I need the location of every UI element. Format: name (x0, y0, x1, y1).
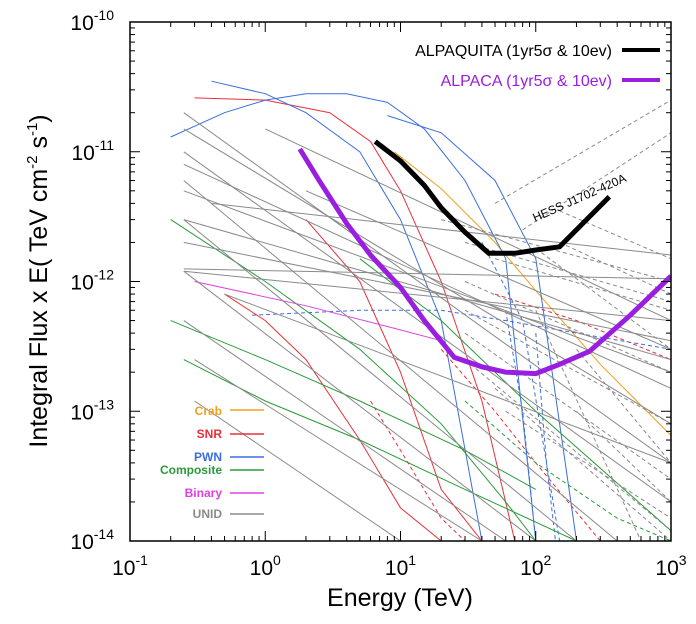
source-line-crab (393, 151, 671, 436)
y-tick-labels: 10-14 10-13 10-12 10-11 10-10 (70, 7, 114, 554)
source-line-unid (265, 128, 671, 322)
category-label-crab: Crab (195, 404, 222, 418)
source-line-unid (183, 270, 537, 541)
source-line-snr (224, 293, 465, 541)
source-line-unid (522, 132, 671, 231)
source-line-unid (535, 247, 671, 350)
x-tick-label: 102 (520, 552, 551, 580)
source-line-pwn (535, 333, 556, 541)
category-label-binary: Binary (185, 486, 223, 500)
series-line-alpaquita (373, 139, 612, 256)
source-line-unid (194, 359, 483, 541)
category-legend: Crab SNR PWN Composite Binary UNID (160, 404, 264, 521)
category-label-composite: Composite (160, 463, 222, 477)
source-line-pwn (387, 115, 577, 541)
source-line-unid (576, 410, 671, 503)
source-line-unid (494, 258, 671, 311)
source-line-composite (170, 219, 537, 541)
source-line-composite (464, 400, 671, 541)
source-line-unid (183, 268, 671, 280)
source-line-pwn (481, 242, 561, 541)
series-line-alpaca (297, 147, 671, 377)
y-axis-title: Integral Flux x E( TeV cm-2 s-1) (24, 114, 53, 447)
source-line-unid (576, 348, 671, 464)
y-tick-label: 10-12 (70, 267, 114, 295)
source-line-pwn (505, 310, 537, 541)
y-tick-label: 10-13 (70, 396, 114, 424)
x-tick-labels: 10-1 100 101 102 103 (112, 552, 687, 580)
source-line-unid (441, 219, 671, 282)
legend: ALPAQUITA (1yr5σ & 10ev) ALPACA (1yr5σ &… (415, 43, 660, 90)
category-label-snr: SNR (197, 427, 223, 441)
category-label-unid: UNID (193, 507, 223, 521)
source-line-unid (183, 219, 577, 541)
source-spectra (170, 80, 671, 541)
source-line-unid (183, 219, 671, 361)
legend-label-alpaca: ALPACA (1yr5σ & 10ev) (441, 73, 612, 90)
sensitivity-curves (297, 139, 671, 377)
x-axis-title: Energy (TeV) (327, 584, 473, 612)
legend-label-alpaquita: ALPAQUITA (1yr5σ & 10ev) (415, 43, 612, 60)
source-line-unid (183, 270, 671, 322)
source-line-unid (224, 293, 671, 464)
source-line-unid (183, 190, 671, 373)
source-line-pwn (252, 309, 671, 350)
annotation-hess-j1702: HESS J1702-420A (531, 171, 629, 225)
source-line-snr (494, 293, 671, 361)
source-line-snr (440, 348, 671, 541)
y-tick-label: 10-11 (71, 137, 114, 165)
source-line-unid (305, 190, 671, 350)
source-line-unid (194, 400, 401, 541)
source-line-pwn (170, 93, 537, 541)
source-line-snr (194, 97, 516, 541)
category-label-pwn: PWN (194, 450, 222, 464)
source-line-unid (494, 99, 671, 204)
source-line-unid (183, 320, 506, 541)
source-line-composite (170, 320, 537, 490)
source-line-unid (464, 281, 671, 373)
source-line-unid (559, 210, 671, 260)
x-tick-label: 101 (385, 552, 416, 580)
source-line-unid (535, 310, 642, 541)
source-line-unid (559, 241, 671, 295)
source-line-unid (183, 241, 671, 342)
x-tick-label: 10-1 (112, 552, 148, 580)
source-line-unid (505, 410, 671, 519)
source-line-unid (464, 359, 671, 532)
y-tick-label: 10-14 (70, 526, 114, 554)
axis-ticks (129, 22, 671, 542)
source-line-unid (211, 202, 671, 256)
x-tick-label: 103 (655, 552, 686, 580)
source-line-unid (494, 388, 671, 541)
y-tick-label: 10-10 (70, 7, 114, 35)
source-line-unid (183, 112, 671, 464)
x-tick-label: 100 (250, 552, 281, 580)
source-line-unid (464, 332, 671, 480)
